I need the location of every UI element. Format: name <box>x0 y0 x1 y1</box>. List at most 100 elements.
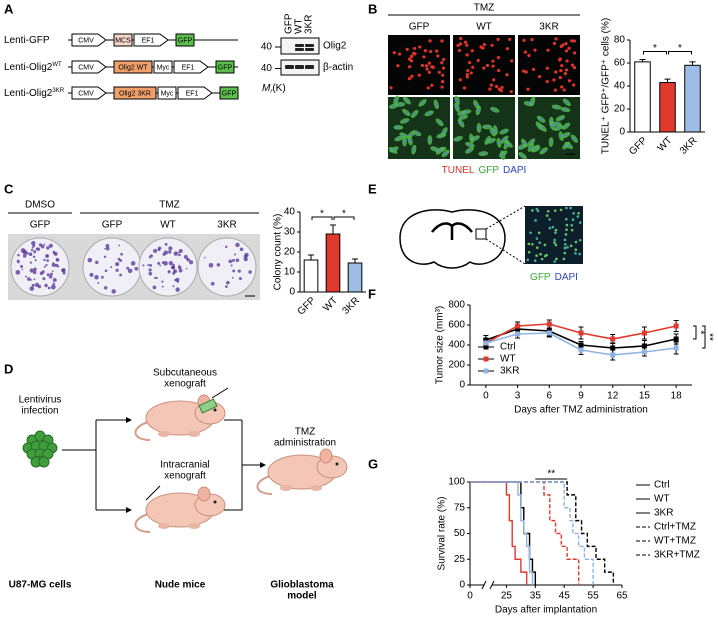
dapi-dot <box>541 126 544 130</box>
legend-label: WT+TMZ <box>654 536 696 547</box>
nucleus-dot <box>417 73 421 77</box>
nucleus-dot <box>482 42 487 47</box>
tissue-cell <box>526 258 530 262</box>
mouse-leg <box>158 523 170 529</box>
colony <box>111 289 117 294</box>
axis-break <box>489 580 495 590</box>
nucleus-dot <box>521 69 526 73</box>
colony <box>52 277 57 282</box>
x-tick-label: 45 <box>559 591 571 602</box>
colony <box>115 268 119 272</box>
mouse-leg <box>158 431 170 437</box>
y-axis-label: Survival rate (%) <box>437 497 448 571</box>
colony <box>225 285 228 288</box>
nucleus-dot <box>482 66 486 70</box>
dapi-dot <box>564 108 567 111</box>
dapi-dot <box>438 121 441 124</box>
colony <box>149 263 152 267</box>
mw-sub: r <box>270 89 273 95</box>
colony <box>110 266 113 269</box>
colony <box>87 257 93 263</box>
y-tick-label: 0 <box>619 127 625 138</box>
nucleus-dot <box>440 61 444 65</box>
tissue-cell <box>535 246 539 249</box>
colony <box>161 280 164 283</box>
mice-caption: Nude mice <box>155 580 206 591</box>
colony <box>178 264 180 267</box>
colony <box>33 244 35 247</box>
bar <box>303 259 319 293</box>
y-tick-label: 75 <box>454 502 466 513</box>
marker <box>515 331 521 337</box>
tissue-cell <box>569 206 572 210</box>
tissue-cell <box>565 206 568 210</box>
xenograft-label: Intracranial <box>160 460 209 471</box>
cells-caption: U87-MG cells <box>9 580 72 591</box>
tunel-image <box>518 35 580 95</box>
significance-label: * <box>694 331 705 335</box>
nucleus-dot <box>559 68 563 73</box>
nucleus-dot <box>558 57 562 61</box>
tissue-cell <box>538 241 541 245</box>
dapi-dot <box>456 137 460 141</box>
colony <box>178 268 183 273</box>
dapi-dot <box>567 144 570 147</box>
significance-bracket <box>693 325 697 340</box>
construct-part: Myc <box>161 90 174 97</box>
construct-name: Lenti-Olig23KR <box>4 88 65 99</box>
xenograft-label: xenograft <box>164 471 206 482</box>
colony <box>156 277 159 279</box>
colony <box>235 242 240 248</box>
nucleus-dot <box>470 49 474 53</box>
colony <box>210 281 215 286</box>
nucleus-dot <box>441 73 445 77</box>
dapi-dot <box>565 101 568 104</box>
marker <box>610 345 616 351</box>
tissue-cell <box>535 254 538 257</box>
model-label: Glioblastoma <box>270 580 334 591</box>
legend-label: 3KR <box>500 366 519 377</box>
tissue-cell <box>563 238 567 242</box>
bar <box>684 64 701 133</box>
colony <box>40 244 45 249</box>
mouse-ear <box>319 448 333 464</box>
nucleus-dot <box>456 43 460 47</box>
colony <box>49 272 53 276</box>
treatment-label: TMZ <box>474 3 495 14</box>
colony <box>43 243 46 246</box>
colony <box>173 251 179 256</box>
marker <box>673 323 679 329</box>
dapi-dot <box>435 103 438 106</box>
mouse-eye <box>335 462 339 466</box>
nucleus-dot <box>563 72 567 76</box>
dapi-dot <box>482 152 485 155</box>
arrow-head <box>126 507 132 513</box>
nucleus-dot <box>466 68 470 73</box>
tissue-cell <box>527 250 531 254</box>
nucleus-dot <box>441 80 445 84</box>
construct-part: Olig2 WT <box>118 64 148 71</box>
dapi-dot <box>397 126 400 129</box>
colony <box>178 249 183 254</box>
nucleus-dot <box>430 83 434 88</box>
column-label: WT <box>160 220 176 231</box>
x-tick-label: WT <box>656 135 675 154</box>
nucleus-dot <box>500 85 504 90</box>
plate <box>138 237 198 297</box>
colony <box>235 258 240 263</box>
nucleus-dot <box>397 52 402 56</box>
nucleus-dot <box>567 79 572 83</box>
dapi-dot <box>421 101 424 105</box>
colony <box>237 269 241 273</box>
colony <box>50 284 56 290</box>
mouse-tail <box>134 513 151 533</box>
nucleus-dot <box>554 37 558 41</box>
gene-box <box>157 86 177 100</box>
blot-lane-label: GFP <box>284 13 295 34</box>
marker <box>515 323 521 329</box>
x-tick-label: GFP <box>296 295 319 318</box>
tissue-cell <box>559 208 563 212</box>
nucleus-dot <box>469 71 473 75</box>
colony <box>100 275 104 279</box>
mouse-ear <box>197 486 211 502</box>
